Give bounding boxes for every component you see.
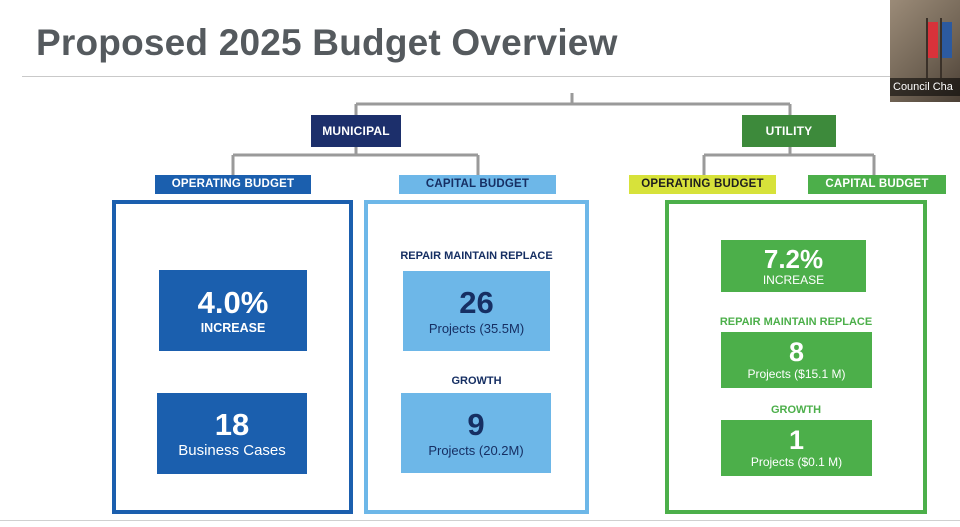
utility-increase-label: INCREASE: [762, 273, 825, 287]
municipal-operating-budget-tag: OPERATING BUDGET: [155, 175, 311, 194]
utility-operating-budget-tag: OPERATING BUDGET: [629, 175, 776, 194]
flag-pole: [940, 18, 942, 78]
canada-flag-icon: [928, 22, 938, 58]
webcam-label: Council Cha: [890, 78, 960, 96]
utility-rmr-value: 8: [788, 337, 805, 367]
municipal-rmr-value: 26: [459, 284, 494, 320]
municipal-header: MUNICIPAL: [311, 115, 401, 147]
municipal-operating-panel: [112, 200, 353, 514]
page-title: Proposed 2025 Budget Overview: [36, 22, 618, 63]
utility-growth-label: GROWTH: [770, 404, 822, 416]
business-cases-label: Business Cases: [178, 442, 286, 459]
utility-growth-projects: Projects ($0.1 M): [750, 455, 843, 469]
municipal-rmr-label: REPAIR MAINTAIN REPLACE: [400, 250, 553, 262]
utility-rmr-projects: Projects ($15.1 M): [747, 367, 846, 381]
utility-growth-value: 1: [788, 425, 805, 455]
municipal-increase-value: 4.0%: [197, 284, 269, 320]
municipal-growth-projects: Projects (20.2M): [428, 442, 524, 458]
utility-rmr-label: REPAIR MAINTAIN REPLACE: [719, 316, 873, 328]
utility-rmr-box: 8 Projects ($15.1 M): [721, 332, 872, 388]
municipal-growth-label: GROWTH: [451, 375, 502, 387]
province-flag-icon: [942, 22, 952, 58]
utility-header: UTILITY: [742, 115, 836, 147]
municipal-increase-label: INCREASE: [200, 320, 266, 335]
flag-pole: [926, 18, 928, 78]
municipal-capital-budget-tag: CAPITAL BUDGET: [399, 175, 556, 194]
business-cases-value: 18: [214, 407, 250, 442]
utility-increase-box: 7.2% INCREASE: [721, 240, 866, 292]
title-divider: [22, 76, 960, 77]
bottom-divider: [0, 520, 960, 521]
utility-capital-budget-tag: CAPITAL BUDGET: [808, 175, 946, 194]
municipal-rmr-projects: Projects (35.5M): [428, 320, 525, 336]
municipal-growth-box: 9 Projects (20.2M): [401, 393, 551, 473]
webcam-overlay: Council Cha: [890, 0, 960, 102]
municipal-increase-box: 4.0% INCREASE: [159, 270, 307, 351]
utility-increase-value: 7.2%: [763, 244, 824, 274]
utility-growth-box: 1 Projects ($0.1 M): [721, 420, 872, 476]
business-cases-box: 18 Business Cases: [157, 393, 307, 474]
municipal-rmr-box: 26 Projects (35.5M): [403, 271, 550, 351]
municipal-growth-value: 9: [467, 406, 485, 442]
